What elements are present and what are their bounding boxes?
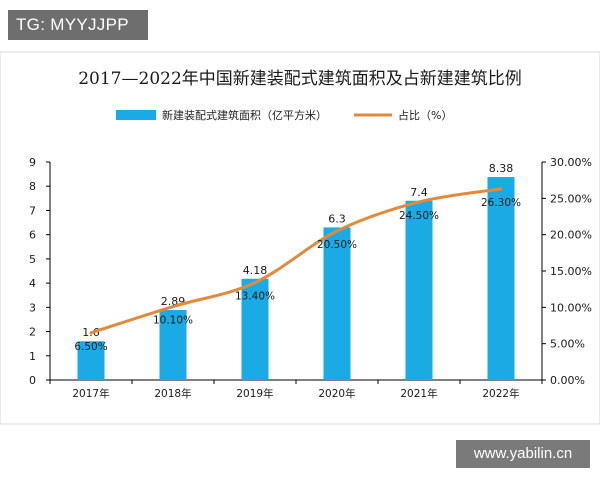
line-value-label: 13.40% [235,291,275,303]
legend-bar-swatch [116,110,156,120]
left-tick-label: 1 [29,350,36,363]
chart-title: 2017—2022年中国新建装配式建筑面积及占新建建筑比例 [78,69,522,89]
bar-value-label: 7.4 [410,186,428,199]
left-tick-label: 4 [29,277,36,290]
bar [159,309,187,380]
left-tick-label: 7 [29,204,36,217]
bar [405,200,433,380]
x-tick-label: 2020年 [318,387,355,400]
line-value-label: 10.10% [153,315,193,327]
right-tick-label: 5.00% [550,338,585,351]
x-tick-label: 2022年 [482,387,519,400]
bar [241,278,269,380]
bar-value-label: 4.18 [243,264,268,277]
right-tick-label: 0.00% [550,374,585,387]
bar-value-label: 6.3 [328,212,346,225]
line-value-label: 20.50% [317,239,357,251]
bar [323,227,351,380]
left-tick-label: 2 [29,326,36,339]
x-tick-label: 2017年 [72,387,109,400]
right-tick-label: 30.00% [550,156,592,169]
bar [77,341,105,380]
share-line [89,187,503,335]
right-tick-label: 15.00% [550,265,592,278]
line-value-label: 6.50% [74,341,107,353]
bar [487,177,515,380]
right-tick-label: 20.00% [550,229,592,242]
left-tick-label: 9 [29,156,36,169]
left-tick-label: 3 [29,301,36,314]
bar-value-label: 8.38 [489,162,514,175]
site-watermark: www.yabilin.cn [456,440,590,468]
line-value-label: 26.30% [481,197,521,209]
plot-area: 0 1 2 3 4 5 6 7 8 9 0.00% 5.00% 10.00% 15.00% 20.00% 25… [29,156,592,400]
left-tick-label: 6 [29,229,36,242]
legend-bar-label: 新建装配式建筑面积（亿平方米） [162,108,327,122]
left-tick-label: 0 [29,374,36,387]
legend-line-label: 占比（%） [398,108,452,122]
line-value-label: 24.50% [399,210,439,222]
left-tick-label: 5 [29,253,36,266]
x-tick-label: 2021年 [400,387,437,400]
x-tick-label: 2018年 [154,387,191,400]
x-tick-label: 2019年 [236,387,273,400]
left-tick-label: 8 [29,180,36,193]
legend: 新建装配式建筑面积（亿平方米） 占比（%） [116,108,452,122]
right-tick-label: 25.00% [550,192,592,205]
right-tick-label: 10.00% [550,301,592,314]
channel-tag: TG: MYYJJPP [8,10,148,40]
